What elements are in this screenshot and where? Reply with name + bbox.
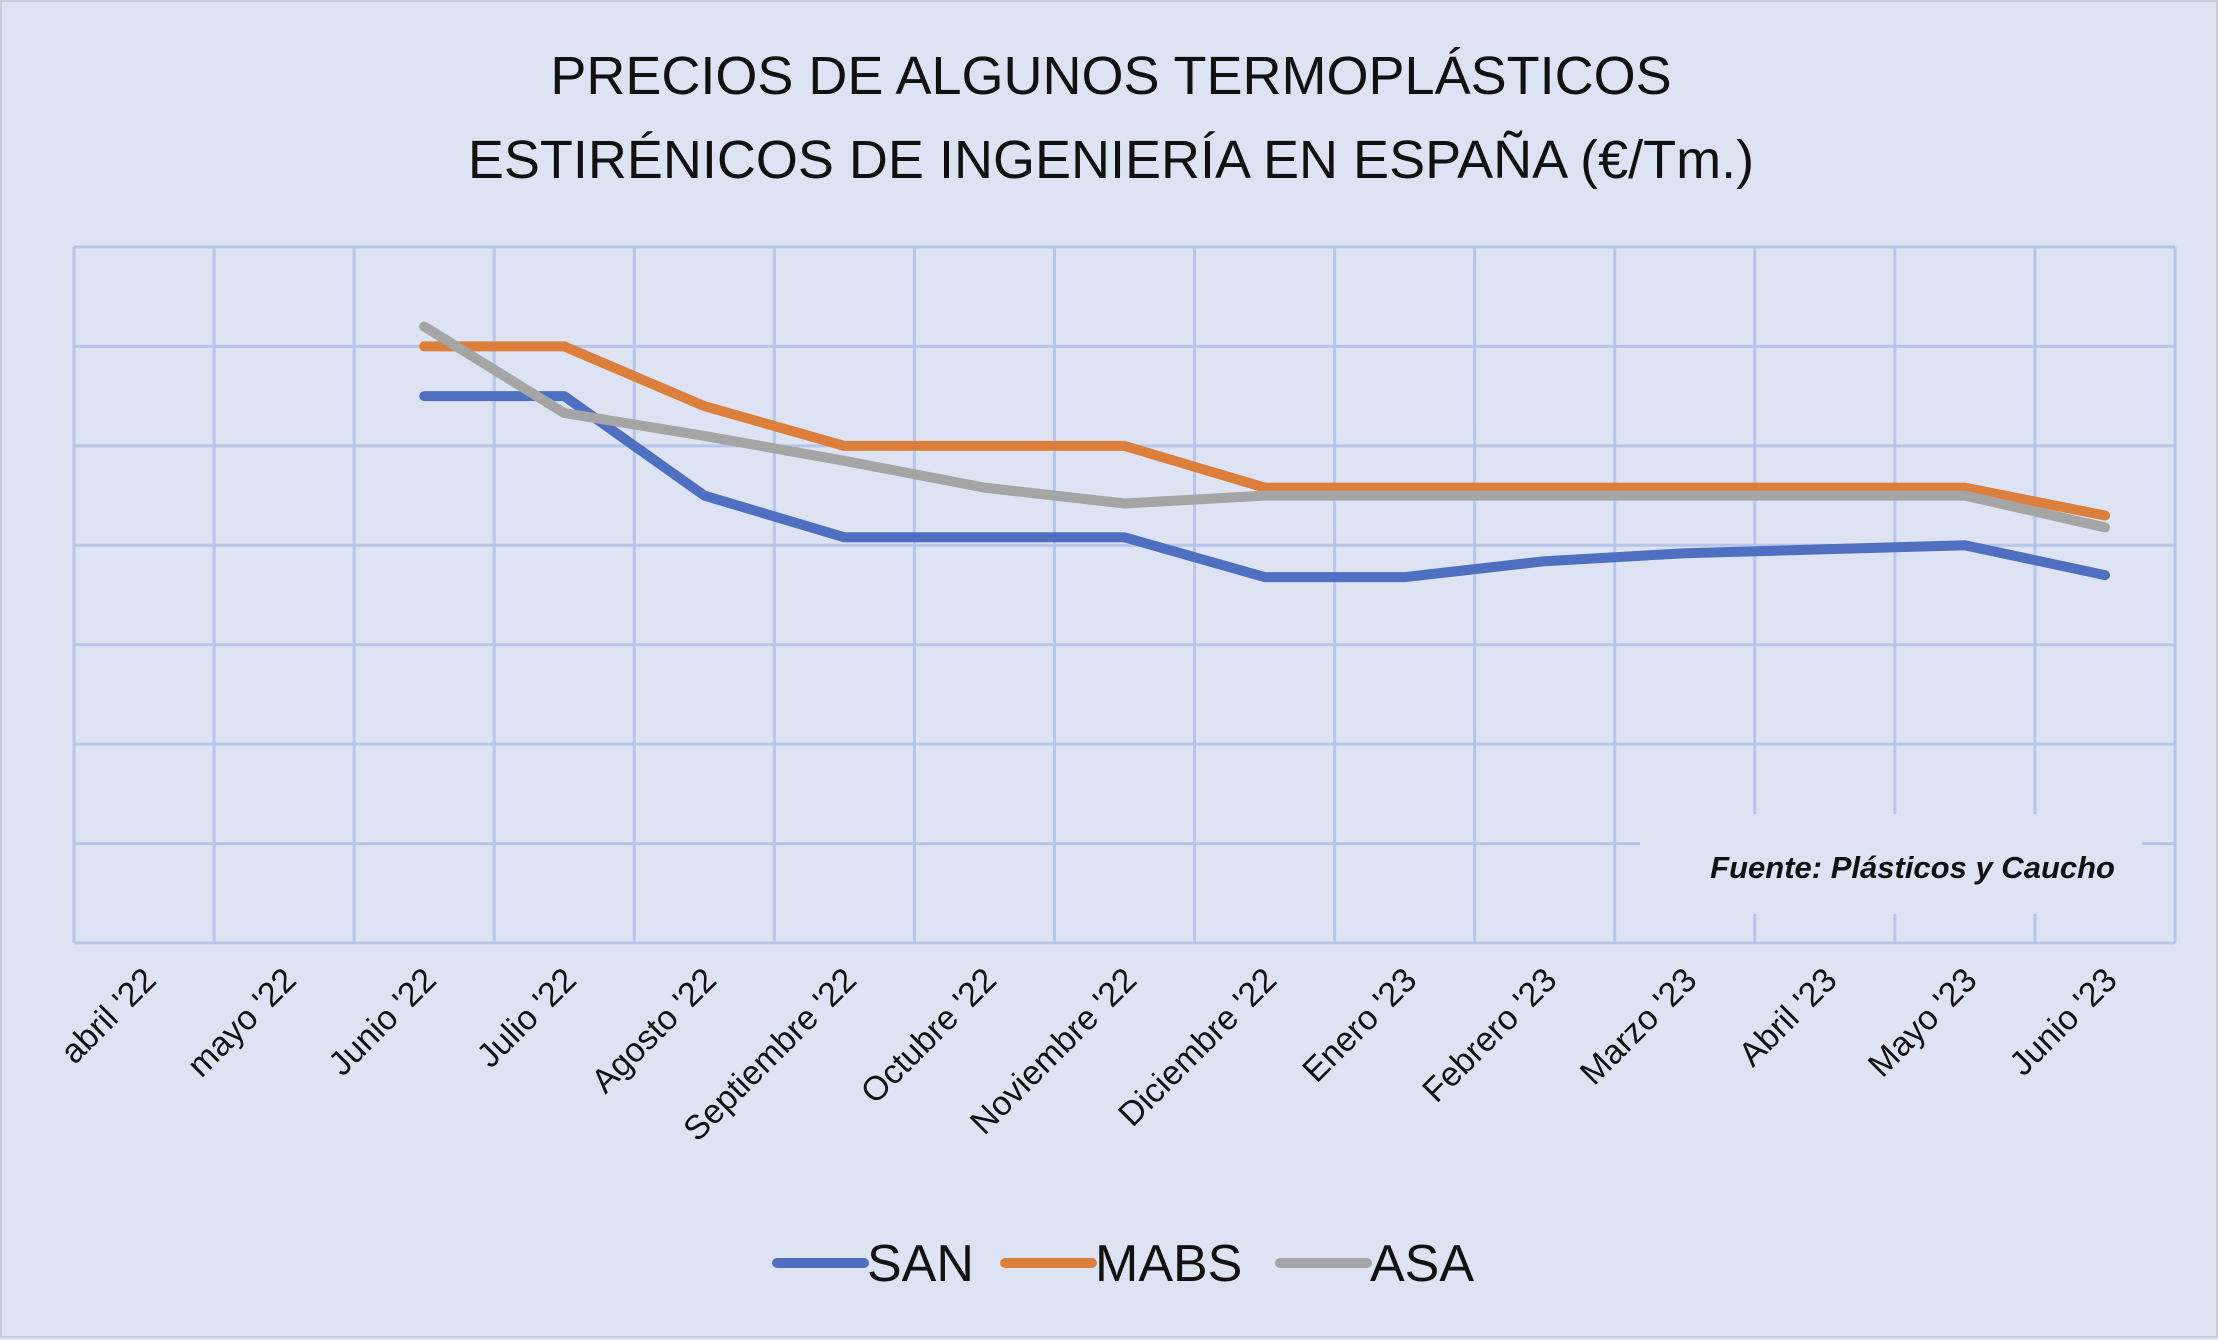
x-tick-label-12: Abril '23	[1732, 961, 1845, 1074]
chart-title-line-2: ESTIRÉNICOS DE INGENIERÍA EN ESPAÑA (€/T…	[468, 130, 1754, 190]
x-tick-label-9: Enero '23	[1295, 961, 1424, 1090]
x-tick-label-14: Junio '23	[2002, 961, 2124, 1083]
x-axis-labels: abril '22 mayo '22 Junio '22 Julio '22 Agost…	[53, 961, 2124, 1149]
x-tick-label-13: Mayo '23	[1861, 961, 1985, 1085]
source-note-background	[1640, 814, 2142, 914]
x-tick-label-1: mayo '22	[180, 961, 304, 1085]
series-line-san-0	[419, 391, 2110, 583]
source-note-text: Fuente: Plásticos y Caucho	[1710, 850, 2115, 885]
chart-title-line-1: PRECIOS DE ALGUNOS TERMOPLÁSTICOS	[550, 46, 1671, 106]
legend-label-asa: ASA	[1370, 1235, 1474, 1293]
series-line-mabs-1	[419, 341, 2110, 521]
legend-label-mabs: MABS	[1095, 1235, 1242, 1293]
x-tick-label-3: Julio '22	[470, 961, 584, 1075]
series-line-asa-0	[419, 321, 2110, 533]
x-tick-label-4: Agosto '22	[584, 961, 724, 1101]
series-lines	[419, 321, 2110, 583]
x-tick-label-6: Octubre '22	[854, 961, 1004, 1111]
x-tick-label-10: Febrero '23	[1415, 961, 1564, 1110]
x-tick-label-11: Marzo '23	[1573, 961, 1705, 1093]
legend-label-san: SAN	[867, 1235, 974, 1293]
source-note: Fuente: Plásticos y Caucho	[1640, 814, 2142, 914]
legend: SAN MABS ASA	[772, 1235, 1474, 1293]
x-tick-label-2: Junio '22	[321, 961, 443, 1083]
x-tick-label-0: abril '22	[53, 961, 163, 1071]
